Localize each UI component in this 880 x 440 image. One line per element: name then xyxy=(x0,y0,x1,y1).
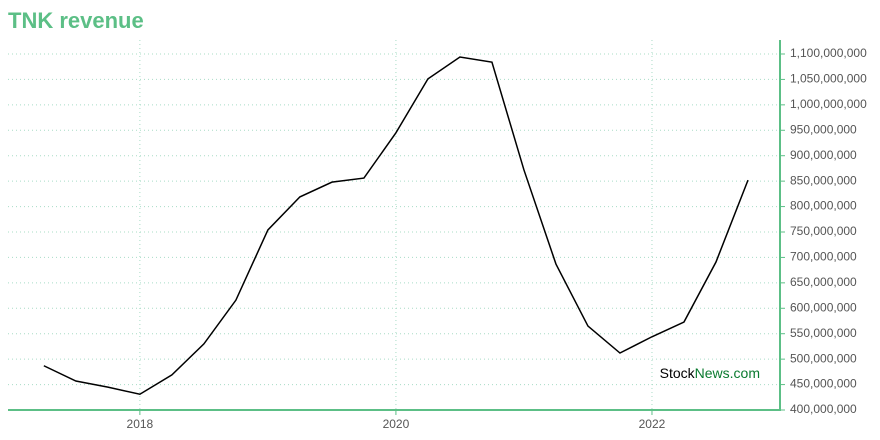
y-tick-label: 650,000,000 xyxy=(790,275,857,289)
watermark-part: News.com xyxy=(695,365,760,381)
watermark: StockNews.com xyxy=(660,365,760,381)
line xyxy=(43,56,749,396)
y-tick-label: 1,050,000,000 xyxy=(790,72,867,86)
y-tick-label: 500,000,000 xyxy=(790,351,857,365)
x-tick-label: 2020 xyxy=(383,417,410,431)
y-tick-label: 450,000,000 xyxy=(790,377,857,391)
x-tick-label: 2018 xyxy=(127,417,154,431)
y-tick-label: 950,000,000 xyxy=(790,122,857,136)
y-tick-label: 600,000,000 xyxy=(790,300,857,314)
chart-title: TNK revenue xyxy=(8,8,144,33)
y-tick-label: 400,000,000 xyxy=(790,402,857,416)
y-tick-label: 750,000,000 xyxy=(790,224,857,238)
watermark-part: Stock xyxy=(660,365,696,381)
y-tick-label: 800,000,000 xyxy=(790,199,857,213)
y-tick-label: 850,000,000 xyxy=(790,173,857,187)
y-tick-label: 550,000,000 xyxy=(790,326,857,340)
y-tick-label: 700,000,000 xyxy=(790,250,857,264)
y-tick-label: 900,000,000 xyxy=(790,148,857,162)
y-tick-label: 1,100,000,000 xyxy=(790,46,867,60)
x-tick-label: 2022 xyxy=(639,417,666,431)
y-tick-label: 1,000,000,000 xyxy=(790,97,867,111)
